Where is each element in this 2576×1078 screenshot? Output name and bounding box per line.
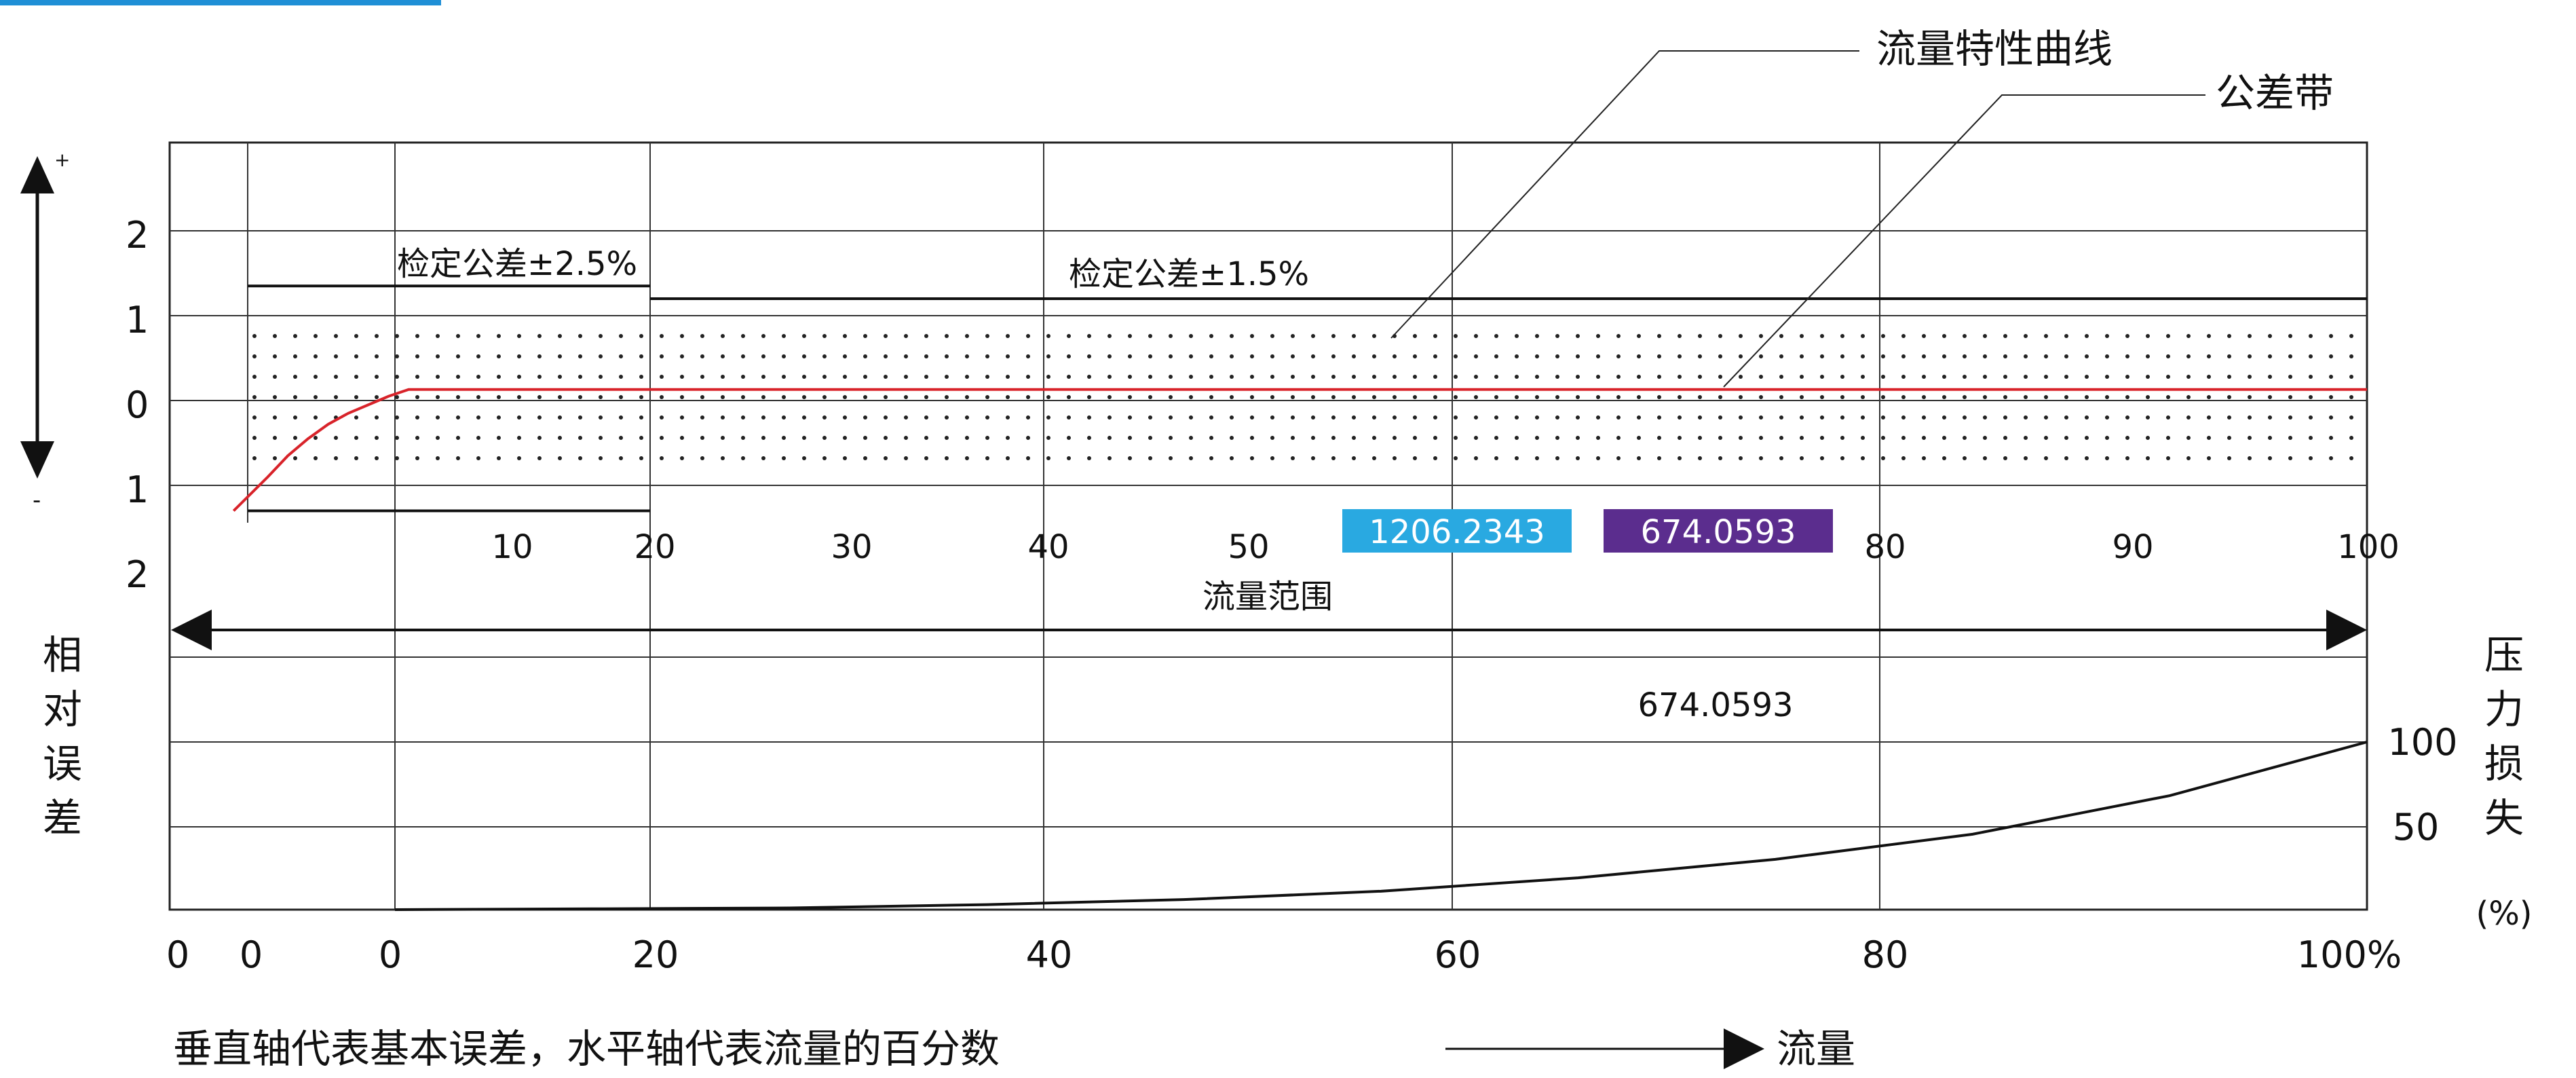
leader-line-curve [1390,50,1859,339]
x-tick-label: 40 [1027,528,1069,566]
arrow-up-head [20,156,54,193]
pressure-loss-char: 失 [2484,795,2524,841]
y-tick-label: 1 [126,468,149,511]
x-tick-label: 30 [831,528,872,566]
y-tick-label: 1 [126,299,149,341]
x-tick-label: 20 [634,528,675,566]
relative-error-label: 相 对 误 差 [43,632,82,841]
upper-y-ticks: 2 1 0 1 2 [126,214,149,596]
x-tick-label-lower: 100% [2297,933,2402,976]
y-tick-label: 2 [126,553,149,596]
tolerance-band-area [248,324,2367,473]
x-tick-label-lower: 0 [240,933,263,976]
relative-error-char: 相 [43,632,82,678]
lower-grid [170,741,2367,828]
range-left-head [171,610,212,650]
x-tick-label: 100 [2337,528,2400,566]
pressure-loss-char: 压 [2484,632,2524,678]
x-tick-label-lower: 0 [379,933,402,976]
label-tolerance-band: 公差带 [2216,70,2334,116]
value-badges: 1206.2343 674.0593 [1342,509,1833,553]
x-tick-label-lower: 40 [1026,933,1073,976]
label-flow-characteristic-curve: 流量特性曲线 [1876,26,2113,72]
x-tick-label: 90 [2112,528,2153,566]
plus-sign: + [54,149,70,171]
x-tick-label-lower: 80 [1862,933,1909,976]
y-tick-label: 2 [126,214,149,257]
label-flow-range: 流量范围 [1202,578,1333,616]
x-tick-label: 50 [1228,528,1269,566]
pressure-loss-unit: (%) [2476,895,2532,933]
x-tick-label-lower: 0 [166,933,189,976]
center-value: 674.0593 [1637,686,1793,724]
relative-error-char: 误 [43,741,82,787]
label-verification-tolerance-high: 检定公差±1.5% [1069,255,1309,293]
x-tick-label: 10 [491,528,533,566]
flow-characteristic-curve [232,388,2367,512]
badge-value-674: 674.0593 [1640,513,1796,551]
relative-error-char: 对 [43,686,82,732]
upper-x-ticks: 10 20 30 40 50 80 90 100 [491,528,2399,566]
error-direction-arrow: + - [20,149,70,514]
flow-arrow-head [1724,1028,1764,1069]
range-right-head [2326,610,2367,650]
y-tick-label-lower: 100 [2387,721,2457,764]
pressure-loss-char: 力 [2484,686,2524,732]
y-tick-label: 0 [126,384,149,426]
flow-arrow-label: 流量 [1777,1026,1855,1072]
pressure-loss-label: 压 力 损 失 (%) [2476,632,2532,933]
badge-background [1604,509,1833,553]
x-tick-label-lower: 60 [1435,933,1481,976]
top-strip [0,0,441,5]
y-tick-label-lower: 50 [2393,806,2440,849]
leader-line-band [1723,94,2205,388]
x-tick-label: 80 [1864,528,1906,566]
badge-value-1206: 1206.2343 [1369,513,1545,551]
relative-error-char: 差 [43,795,82,841]
caption: 垂直轴代表基本误差，水平轴代表流量的百分数 [173,1026,1000,1072]
pressure-loss-char: 损 [2484,741,2524,787]
pressure-loss-curve [394,741,2368,911]
label-verification-tolerance-low: 检定公差±2.5% [397,245,637,283]
flow-range-arrow: 流量范围 [171,578,2367,650]
x-tick-label-lower: 20 [632,933,679,976]
lower-x-ticks: 0 0 0 20 40 60 80 100% [166,933,2402,976]
chart-frame [168,141,2368,911]
arrow-down-head [20,441,54,479]
vertical-grid [247,143,1880,910]
badge-background [1342,509,1572,553]
minus-sign: - [33,487,41,514]
